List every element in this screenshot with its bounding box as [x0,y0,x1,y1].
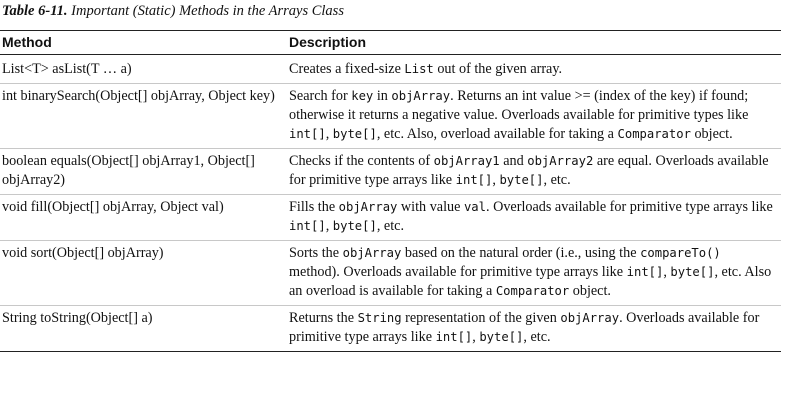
code-term: int[] [435,330,473,344]
description-text: out of the given array. [433,61,563,77]
code-term: objArray [391,89,451,103]
description-text: Creates a fixed-size [289,61,405,77]
code-term: int[] [626,265,664,279]
table-row: void sort(Object[] objArray) Sorts the ob… [0,240,781,306]
table-header: Method Description [0,30,781,55]
description-cell: Returns the String representation of the… [287,305,781,352]
code-term: byte[] [332,219,377,233]
code-term: int[] [455,173,493,187]
description-text: Fills the [289,199,339,215]
table-caption-label: Table 6-11. [2,3,68,19]
code-term: objArray2 [527,154,594,168]
description-text: . Overloads available for primitive type… [485,199,773,215]
table-row: boolean equals(Object[] objArray1, Objec… [0,148,781,195]
description-text: . Returns an int value >= (index of the … [289,88,749,123]
method-signature-cell: List<T> asList(T … a) [0,54,287,84]
description-text: and [499,153,528,169]
header-method: Method [0,30,287,55]
table-row: void fill(Object[] objArray, Object val)… [0,194,781,241]
description-text: , etc. Also an overload is available for… [289,264,772,299]
description-text: Returns the [289,310,358,326]
description-text: , etc. Also, overload available for taki… [376,126,618,142]
table-row: List<T> asList(T … a) Creates a fixed-siz… [0,54,781,84]
description-text: Search for [289,88,352,104]
description-cell: Checks if the contents of objArray1 and … [287,148,781,195]
table-body: List<T> asList(T … a) Creates a fixed-siz… [0,54,781,352]
table-caption: Table 6-11. Important (Static) Methods i… [2,3,344,20]
description-text: in [373,88,392,104]
code-term: objArray [342,246,402,260]
description-text: , etc. [523,329,551,345]
description-cell: Creates a fixed-size List out of the giv… [287,54,781,84]
table-caption-title: Important (Static) Methods in the Arrays… [71,3,344,19]
description-text: object. [690,126,733,142]
table-header-row: Method Description [0,30,781,55]
description-text: , [325,218,333,234]
method-signature-cell: void sort(Object[] objArray) [0,240,287,306]
description-text: based on the natural order (i.e., using … [401,245,641,261]
description-text: are equal. Overloads available for primi… [289,153,769,188]
code-term: byte[] [479,330,524,344]
methods-table: Method Description List<T> asList(T … a)… [0,30,781,352]
description-text: representation of the given [401,310,561,326]
code-term: byte[] [332,127,377,141]
code-term: int[] [289,219,326,233]
table-row: int binarySearch(Object[] objArray, Obje… [0,83,781,149]
description-text: , etc. [376,218,404,234]
code-term: compareTo() [640,246,721,260]
description-cell: Fills the objArray with value val. Overl… [287,194,781,241]
code-term: String [357,311,402,325]
code-term: objArray [560,311,620,325]
description-cell: Search for key in objArray. Returns an i… [287,83,781,149]
code-term: val [463,200,486,214]
description-text: , [472,329,480,345]
table-row: String toString(Object[] a) Returns the S… [0,305,781,352]
description-text: . Overloads available for primitive type… [289,310,760,345]
description-text: , [663,264,671,280]
code-term: int[] [289,127,326,141]
code-term: objArray1 [433,154,500,168]
method-signature-cell: boolean equals(Object[] objArray1, Objec… [0,148,287,195]
description-text: , [492,172,500,188]
description-text: with value [397,199,464,215]
description-text: Checks if the contents of [289,153,434,169]
method-signature-cell: int binarySearch(Object[] objArray, Obje… [0,83,287,149]
code-term: Comparator [617,127,691,141]
header-description: Description [287,30,781,55]
description-text: Sorts the [289,245,343,261]
code-term: Comparator [495,284,570,298]
code-term: List [404,62,434,76]
method-signature-cell: void fill(Object[] objArray, Object val) [0,194,287,241]
code-term: objArray [338,200,398,214]
code-term: byte[] [670,265,715,279]
description-text: , etc. [543,172,571,188]
code-term: key [351,89,374,103]
description-text: object. [569,283,611,299]
description-text: , [325,126,333,142]
description-cell: Sorts the objArray based on the natural … [287,240,781,306]
method-signature-cell: String toString(Object[] a) [0,305,287,352]
code-term: byte[] [499,173,544,187]
description-text: method). Overloads available for primiti… [289,264,627,280]
